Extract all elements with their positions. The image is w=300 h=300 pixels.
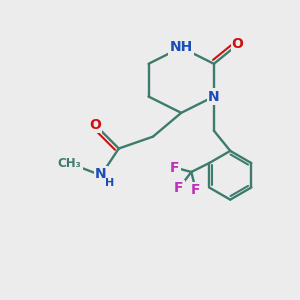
Text: NH: NH xyxy=(169,40,193,55)
Text: F: F xyxy=(174,181,184,195)
Text: H: H xyxy=(105,178,114,188)
Text: N: N xyxy=(95,167,107,181)
Text: O: O xyxy=(232,38,244,52)
Text: O: O xyxy=(89,118,101,132)
Text: F: F xyxy=(170,160,180,175)
Text: F: F xyxy=(191,183,200,197)
Text: CH₃: CH₃ xyxy=(58,157,82,170)
Text: N: N xyxy=(208,89,220,103)
